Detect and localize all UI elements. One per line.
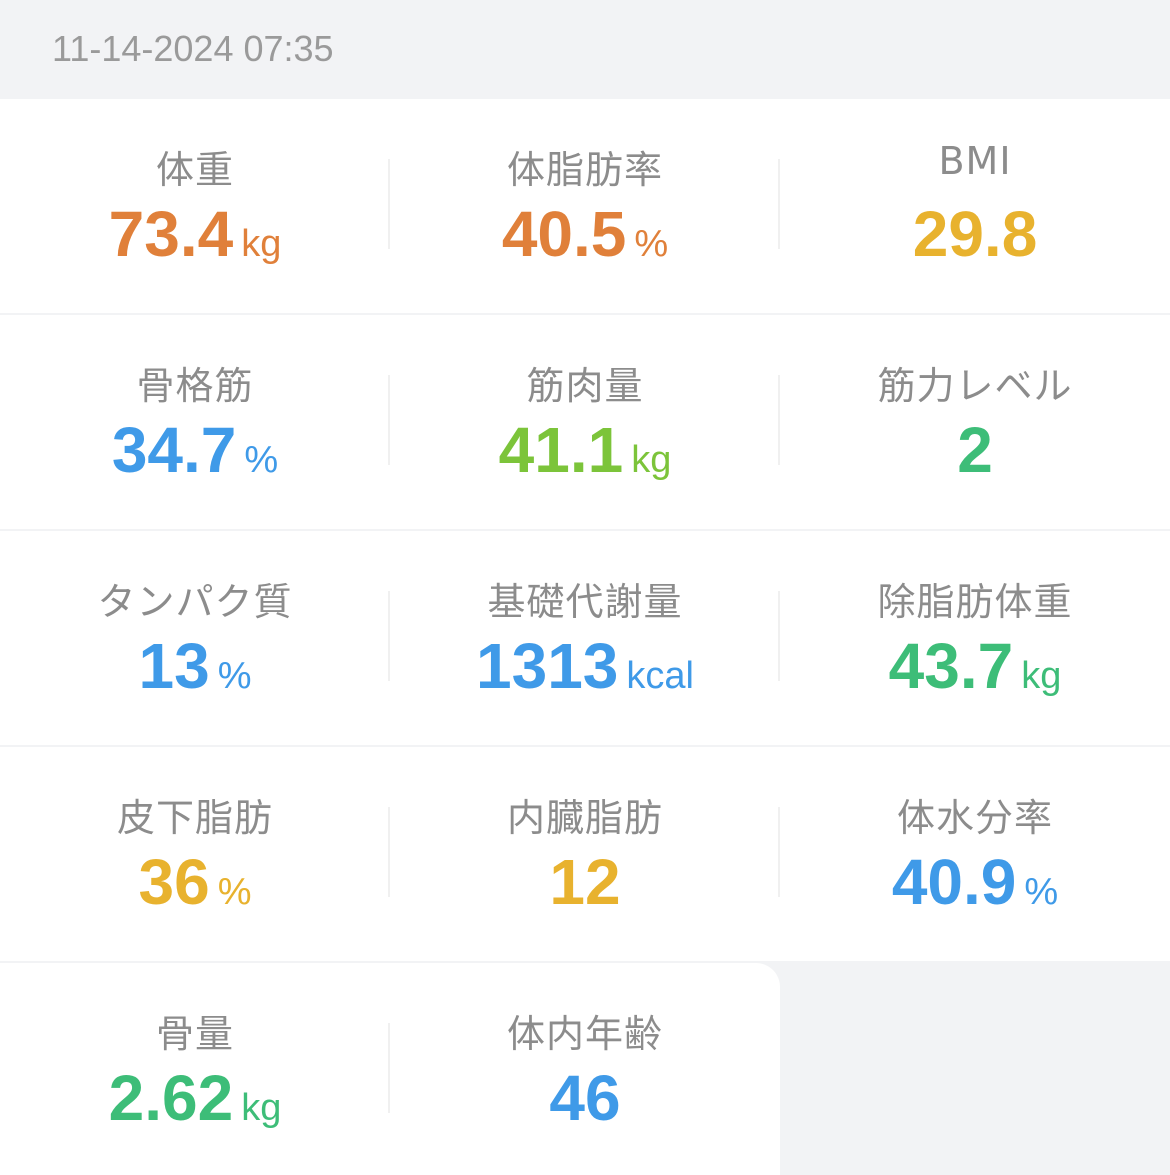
metric-number: 12 <box>549 846 621 918</box>
metric-label: 筋肉量 <box>526 364 644 408</box>
metric-value: 34.7% <box>0 418 390 482</box>
metric-number: 41.1 <box>498 414 624 486</box>
metric-unit: % <box>217 655 252 697</box>
metric-body-water[interactable]: 体水分率 40.9% <box>780 747 1170 961</box>
divider <box>778 159 780 249</box>
metric-label: 体内年齢 <box>506 1012 663 1056</box>
metric-unit: kg <box>241 223 282 265</box>
metrics-grid: 体重 73.4 kg 体脂肪率 40.5% BMI 29.8 骨格筋 34.7% … <box>0 99 1170 1175</box>
metric-label: 体重 <box>155 148 234 192</box>
timestamp: 11-14-2024 07:35 <box>52 28 334 69</box>
metric-label: 骨格筋 <box>136 364 254 408</box>
metric-value: 2 <box>780 418 1170 482</box>
metric-number: 73.4 <box>108 198 234 270</box>
header: 11-14-2024 07:35 <box>0 0 1170 99</box>
metric-body-age[interactable]: 体内年齢 46 <box>390 963 780 1175</box>
metric-number: 40.5 <box>501 198 627 270</box>
divider <box>388 375 390 465</box>
divider <box>388 1023 390 1113</box>
divider <box>778 591 780 681</box>
metric-unit: kg <box>631 439 672 481</box>
metric-value: 73.4 kg <box>0 202 390 266</box>
metric-strength-level[interactable]: 筋力レベル 2 <box>780 315 1170 529</box>
metric-value: 13% <box>0 634 390 698</box>
metric-value: 2.62 kg <box>0 1066 390 1130</box>
metric-number: 2.62 <box>108 1062 234 1134</box>
metric-value: 43.7 kg <box>780 634 1170 698</box>
metric-label: BMI <box>938 139 1012 183</box>
metric-weight[interactable]: 体重 73.4 kg <box>0 99 390 313</box>
metric-muscle-mass[interactable]: 筋肉量 41.1 kg <box>390 315 780 529</box>
metric-label: 基礎代謝量 <box>487 580 683 624</box>
metric-label: 皮下脂肪 <box>116 796 273 840</box>
metric-value: 12 <box>390 850 780 914</box>
metric-value: 40.5% <box>390 202 780 266</box>
metric-unit: kg <box>241 1087 282 1129</box>
metric-bmr[interactable]: 基礎代謝量 1313 kcal <box>390 531 780 745</box>
metric-number: 2 <box>957 414 993 486</box>
metric-number: 29.8 <box>912 198 1038 270</box>
metric-unit: kg <box>1021 655 1062 697</box>
metrics-row: 体重 73.4 kg 体脂肪率 40.5% BMI 29.8 <box>0 99 1170 315</box>
metric-body-fat[interactable]: 体脂肪率 40.5% <box>390 99 780 313</box>
metric-value: 36% <box>0 850 390 914</box>
metric-skeletal-muscle[interactable]: 骨格筋 34.7% <box>0 315 390 529</box>
metric-value: 41.1 kg <box>390 418 780 482</box>
metric-label: 筋力レベル <box>877 364 1073 408</box>
metric-value: 29.8 <box>780 202 1170 266</box>
metrics-row: 骨量 2.62 kg 体内年齢 46 <box>0 963 780 1175</box>
metric-label: タンパク質 <box>97 580 293 624</box>
metric-label: 体水分率 <box>896 796 1053 840</box>
metric-lean-body-mass[interactable]: 除脂肪体重 43.7 kg <box>780 531 1170 745</box>
metric-subcutaneous-fat[interactable]: 皮下脂肪 36% <box>0 747 390 961</box>
metric-bone-mass[interactable]: 骨量 2.62 kg <box>0 963 390 1175</box>
metric-number: 46 <box>549 1062 621 1134</box>
metric-number: 34.7 <box>111 414 237 486</box>
metric-unit: % <box>1024 871 1059 913</box>
divider <box>388 159 390 249</box>
metric-number: 40.9 <box>891 846 1017 918</box>
metric-unit: % <box>244 439 279 481</box>
metrics-row: タンパク質 13% 基礎代謝量 1313 kcal 除脂肪体重 43.7 kg <box>0 531 1170 747</box>
divider <box>388 591 390 681</box>
metric-number: 1313 <box>476 630 619 702</box>
metric-label: 体脂肪率 <box>506 148 663 192</box>
metric-unit: % <box>634 223 669 265</box>
metric-number: 36 <box>138 846 210 918</box>
metric-number: 13 <box>138 630 210 702</box>
metric-protein[interactable]: タンパク質 13% <box>0 531 390 745</box>
metric-value: 40.9% <box>780 850 1170 914</box>
metrics-row: 骨格筋 34.7% 筋肉量 41.1 kg 筋力レベル 2 <box>0 315 1170 531</box>
metric-value: 46 <box>390 1066 780 1130</box>
metric-label: 骨量 <box>155 1012 234 1056</box>
divider <box>778 807 780 897</box>
divider <box>778 375 780 465</box>
metric-value: 1313 kcal <box>390 634 780 698</box>
metric-unit: kcal <box>626 655 694 697</box>
metric-bmi[interactable]: BMI 29.8 <box>780 99 1170 313</box>
metric-number: 43.7 <box>888 630 1014 702</box>
metric-visceral-fat[interactable]: 内臓脂肪 12 <box>390 747 780 961</box>
divider <box>388 807 390 897</box>
metrics-row: 皮下脂肪 36% 内臓脂肪 12 体水分率 40.9% <box>0 747 1170 963</box>
metric-unit: % <box>217 871 252 913</box>
metric-label: 除脂肪体重 <box>877 580 1073 624</box>
metric-label: 内臓脂肪 <box>506 796 663 840</box>
